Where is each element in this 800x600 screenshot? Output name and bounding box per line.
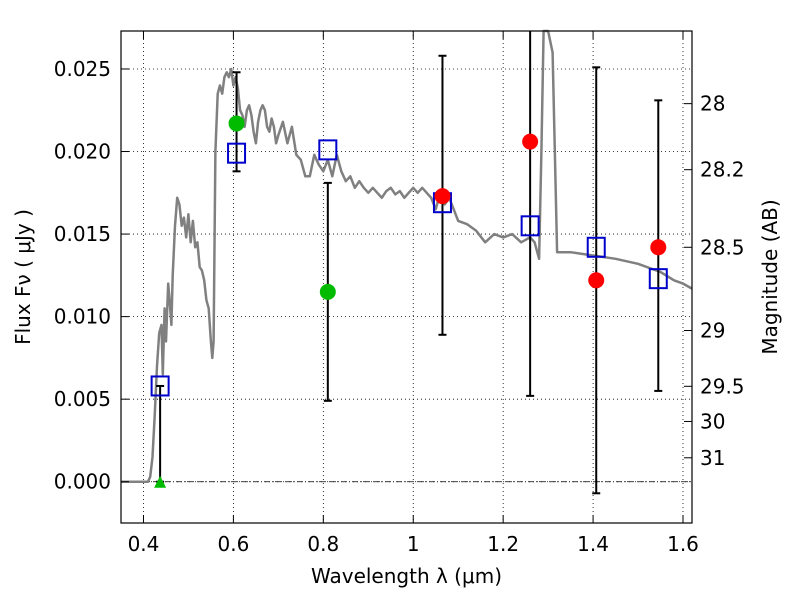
observed-flux-point xyxy=(588,272,605,289)
plot-border xyxy=(120,30,693,524)
y2-tick-label: 31 xyxy=(700,446,725,470)
model-flux-square xyxy=(318,139,338,161)
y2-axis: 28 28.2 28.5 29 29.5 30 31 xyxy=(684,92,745,470)
x-axis: 0.4 0.6 0.8 1 1.2 1.4 1.6 xyxy=(128,31,699,556)
x-tick-label: 0.8 xyxy=(307,532,339,556)
y-tick-label: 0.000 xyxy=(54,470,111,494)
y-axis: 0.000 0.005 0.010 0.015 0.020 0.025 xyxy=(54,57,129,494)
observed-flux-point xyxy=(522,133,539,150)
photometry-markers xyxy=(150,115,668,488)
y2-tick-label: 28.5 xyxy=(700,235,745,259)
x-tick-label: 1.4 xyxy=(577,532,609,556)
model-flux-square xyxy=(520,215,540,237)
y-tick-label: 0.015 xyxy=(54,222,111,246)
y2-tick-label: 28.2 xyxy=(700,158,745,182)
template-spectrum xyxy=(121,29,693,483)
observed-flux-point xyxy=(228,115,245,132)
x-tick-label: 0.6 xyxy=(217,532,249,556)
y-axis-label: Flux Fν ( μJy ) xyxy=(11,209,35,345)
y-tick-label: 0.020 xyxy=(54,140,111,164)
observed-flux-point xyxy=(434,188,451,205)
x-tick-label: 1 xyxy=(407,532,420,556)
spectrum-line xyxy=(121,29,693,483)
observed-flux-point xyxy=(319,283,336,300)
y2-tick-label: 28 xyxy=(700,92,725,116)
model-flux-square xyxy=(150,375,170,397)
error-bars xyxy=(156,31,663,495)
model-flux-square xyxy=(648,268,668,290)
x-tick-label: 1.6 xyxy=(667,532,699,556)
grid xyxy=(121,31,692,523)
observed-flux-point xyxy=(650,239,667,256)
y2-tick-label: 29.5 xyxy=(700,374,745,398)
y-tick-label: 0.025 xyxy=(54,57,111,81)
y2-tick-label: 30 xyxy=(700,409,725,433)
model-flux-square xyxy=(586,236,606,258)
upper-limit-marker xyxy=(154,475,167,488)
plot-frame xyxy=(120,30,693,524)
y2-tick-label: 29 xyxy=(700,318,725,342)
x-tick-label: 0.4 xyxy=(128,532,160,556)
x-tick-label: 1.2 xyxy=(487,532,519,556)
model-flux-square xyxy=(227,142,247,164)
y2-axis-label: Magnitude (AB) xyxy=(758,199,782,354)
y-tick-label: 0.005 xyxy=(54,387,111,411)
y-tick-label: 0.010 xyxy=(54,305,111,329)
x-axis-label: Wavelength λ (μm) xyxy=(311,564,502,588)
